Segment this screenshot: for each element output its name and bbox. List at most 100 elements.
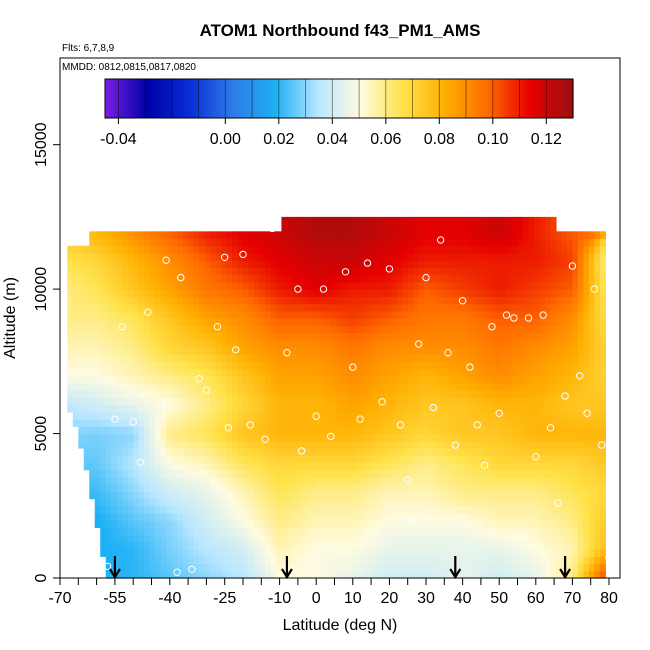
heatmap-cell xyxy=(275,498,283,507)
heatmap-cell xyxy=(281,310,288,319)
heatmap-cell xyxy=(127,505,134,514)
heatmap-cell xyxy=(286,260,294,269)
heatmap-cell xyxy=(457,224,464,232)
heatmap-cell xyxy=(215,462,222,471)
heatmap-cell xyxy=(166,411,173,420)
heatmap-cell xyxy=(391,339,398,348)
heatmap-cell xyxy=(468,520,475,529)
heatmap-cell xyxy=(149,440,156,449)
heatmap-cell xyxy=(226,563,233,572)
heatmap-cell xyxy=(555,469,563,478)
heatmap-cell xyxy=(506,383,513,391)
heatmap-cell xyxy=(555,274,563,283)
heatmap-cell xyxy=(572,404,579,413)
heatmap-cell xyxy=(281,513,288,521)
heatmap-cell xyxy=(599,289,606,297)
heatmap-cell xyxy=(281,296,288,305)
heatmap-cell xyxy=(270,274,277,283)
heatmap-cell xyxy=(462,354,469,362)
colorbar-segment xyxy=(526,79,530,118)
heatmap-cell xyxy=(116,332,123,341)
heatmap-cell xyxy=(594,505,601,514)
heatmap-cell xyxy=(517,411,524,420)
heatmap-cell xyxy=(451,433,458,442)
heatmap-cell xyxy=(210,462,217,471)
heatmap-cell xyxy=(501,476,508,485)
heatmap-cell xyxy=(199,274,206,283)
heatmap-cell xyxy=(330,303,337,312)
heatmap-cell xyxy=(155,361,162,370)
heatmap-cell xyxy=(105,469,112,478)
heatmap-cell xyxy=(451,260,458,269)
heatmap-cell xyxy=(473,296,480,305)
heatmap-cell xyxy=(138,513,145,521)
heatmap-cell xyxy=(248,354,255,362)
heatmap-cell xyxy=(396,318,403,326)
heatmap-cell xyxy=(385,440,392,449)
heatmap-cell xyxy=(555,462,563,471)
heatmap-cell xyxy=(253,426,261,435)
heatmap-cell xyxy=(336,253,343,261)
heatmap-cell xyxy=(232,238,239,247)
heatmap-cell xyxy=(468,498,475,507)
heatmap-cell xyxy=(566,570,574,579)
heatmap-cell xyxy=(539,570,546,579)
heatmap-cell xyxy=(204,281,211,290)
heatmap-cell xyxy=(264,339,272,348)
heatmap-cell xyxy=(418,426,425,435)
heatmap-cell xyxy=(473,534,480,543)
heatmap-cell xyxy=(561,433,568,442)
heatmap-cell xyxy=(391,224,398,232)
heatmap-cell xyxy=(583,397,590,406)
heatmap-cell xyxy=(512,245,519,254)
heatmap-cell xyxy=(451,332,458,341)
heatmap-cell xyxy=(561,440,568,449)
heatmap-cell xyxy=(599,419,606,427)
heatmap-cell xyxy=(572,390,579,399)
heatmap-cell xyxy=(555,339,563,348)
heatmap-cell xyxy=(369,433,376,442)
heatmap-cell xyxy=(188,426,195,435)
heatmap-cell xyxy=(396,260,403,269)
heatmap-cell xyxy=(232,484,239,492)
heatmap-cell xyxy=(149,411,156,420)
heatmap-cell xyxy=(116,339,123,348)
heatmap-cell xyxy=(248,390,255,399)
heatmap-cell xyxy=(352,469,359,478)
heatmap-cell xyxy=(330,260,337,269)
heatmap-cell xyxy=(122,476,129,485)
heatmap-cell xyxy=(177,310,184,319)
heatmap-cell xyxy=(336,375,343,384)
heatmap-cell xyxy=(369,404,376,413)
heatmap-cell xyxy=(319,556,326,565)
heatmap-cell xyxy=(204,231,211,240)
heatmap-cell xyxy=(599,404,606,413)
heatmap-cell xyxy=(264,541,272,550)
heatmap-cell xyxy=(160,267,167,276)
heatmap-cell xyxy=(292,476,299,485)
heatmap-cell xyxy=(286,361,294,370)
heatmap-cell xyxy=(512,289,519,297)
heatmap-cell xyxy=(286,325,294,334)
colorbar-segment xyxy=(514,79,519,118)
heatmap-cell xyxy=(308,216,315,225)
heatmap-cell xyxy=(413,448,420,456)
heatmap-cell xyxy=(160,289,167,297)
heatmap-cell xyxy=(539,549,546,557)
heatmap-cell xyxy=(336,513,343,521)
heatmap-cell xyxy=(479,462,486,471)
heatmap-cell xyxy=(149,527,156,536)
heatmap-cell xyxy=(501,253,508,261)
heatmap-cell xyxy=(149,354,156,362)
heatmap-cell xyxy=(451,339,458,348)
heatmap-cell xyxy=(155,498,162,507)
heatmap-cell xyxy=(523,361,530,370)
heatmap-cell xyxy=(599,325,606,334)
heatmap-cell xyxy=(210,549,217,557)
heatmap-cell xyxy=(385,238,392,247)
heatmap-cell xyxy=(264,267,272,276)
heatmap-cell xyxy=(457,476,464,485)
heatmap-cell xyxy=(286,426,294,435)
heatmap-cell xyxy=(253,281,261,290)
heatmap-cell xyxy=(149,570,156,579)
